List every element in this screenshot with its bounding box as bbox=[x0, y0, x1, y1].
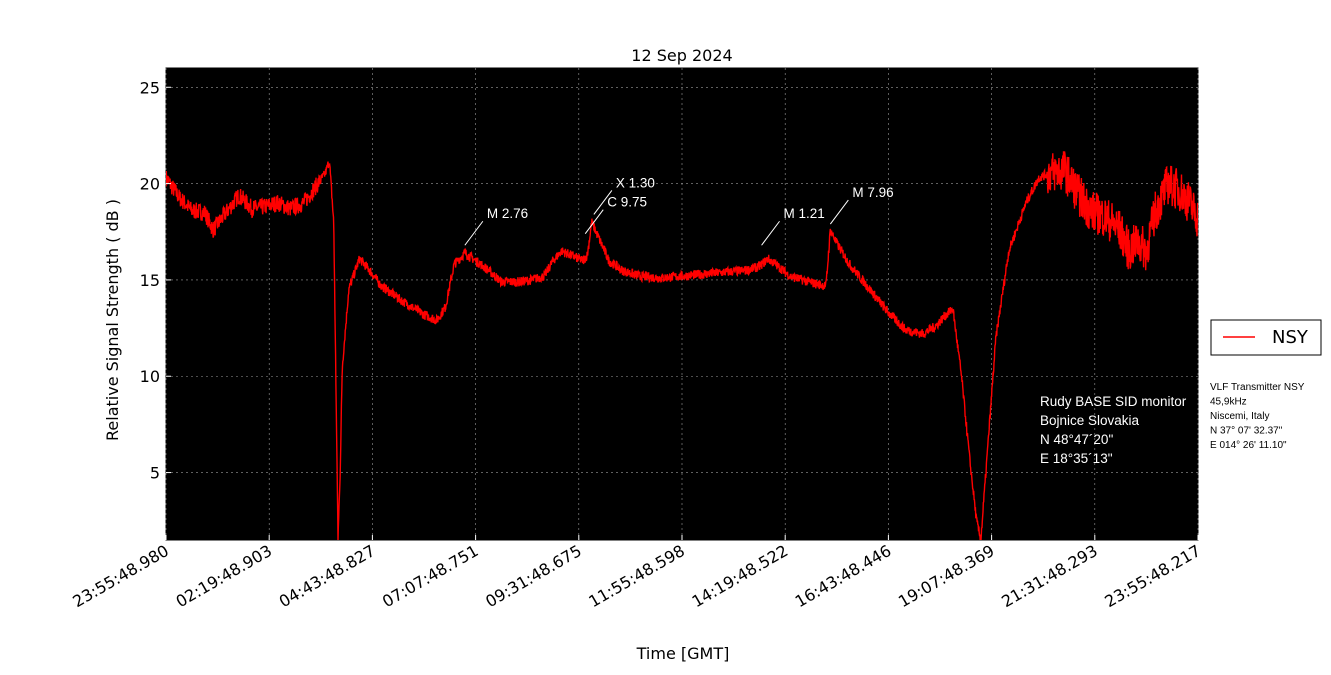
annotation-label: M 1.21 bbox=[784, 206, 825, 221]
transmitter-info-line: Niscemi, Italy bbox=[1210, 411, 1269, 422]
x-tick-label: 19:07:48.369 bbox=[895, 541, 998, 611]
legend-label: NSY bbox=[1272, 327, 1309, 348]
flare-annotations: M 2.76 C 9.75 X 1.30 M 1.21 M 7.96 bbox=[464, 175, 894, 246]
x-tick-label: 23:55:48.980 bbox=[69, 541, 172, 611]
y-axis-label: Relative Signal Strength ( dB ) bbox=[103, 199, 122, 441]
annotation-pointer bbox=[829, 199, 849, 225]
x-tick-label: 14:19:48.522 bbox=[689, 541, 792, 611]
annotation-label: M 7.96 bbox=[852, 185, 893, 200]
y-tick-label: 25 bbox=[140, 78, 160, 97]
station-info-line: Bojnice Slovakia bbox=[1040, 413, 1140, 428]
x-tick-label: 23:55:48.217 bbox=[1101, 541, 1204, 611]
y-tick-label: 5 bbox=[150, 464, 160, 483]
x-tick-label: 16:43:48.446 bbox=[792, 541, 895, 611]
x-tick-label: 02:19:48.903 bbox=[173, 541, 276, 611]
transmitter-info-line: N 37° 07' 32.37" bbox=[1210, 426, 1283, 437]
y-tick-label: 15 bbox=[140, 271, 160, 290]
annotation-label: M 2.76 bbox=[487, 206, 528, 221]
station-info-line: Rudy BASE SID monitor bbox=[1040, 394, 1187, 409]
series-group bbox=[166, 151, 1198, 540]
station-info-line: E 18°35´13" bbox=[1040, 451, 1113, 466]
station-info-line: N 48°47´20" bbox=[1040, 432, 1113, 447]
annotation-pointer bbox=[584, 209, 604, 234]
transmitter-info: VLF Transmitter NSY 45,9kHz Niscemi, Italy… bbox=[1210, 382, 1305, 451]
transmitter-info-line: E 014° 26' 11.10" bbox=[1210, 440, 1287, 451]
annotation-pointer bbox=[593, 190, 613, 215]
x-tick-label: 09:31:48.675 bbox=[482, 541, 585, 611]
annotation-pointer bbox=[761, 220, 780, 246]
x-axis-label: Time [GMT] bbox=[636, 644, 730, 663]
grid-lines bbox=[165, 68, 1199, 540]
y-axis: 5 10 15 20 25 bbox=[140, 78, 171, 483]
series-line-nsy bbox=[166, 151, 1198, 540]
x-tick-label: 11:55:48.598 bbox=[585, 541, 688, 611]
y-tick-label: 20 bbox=[140, 175, 160, 194]
annotation-pointer bbox=[464, 220, 484, 246]
annotation-label: X 1.30 bbox=[616, 175, 655, 190]
x-tick-label: 21:31:48.293 bbox=[998, 541, 1101, 611]
station-info: Rudy BASE SID monitor Bojnice Slovakia N 4… bbox=[1040, 394, 1187, 466]
y-tick-label: 10 bbox=[140, 367, 160, 386]
x-axis: 23:55:48.980 02:19:48.903 04:43:48.827 07:0… bbox=[69, 535, 1204, 611]
x-tick-label: 07:07:48.751 bbox=[379, 541, 482, 611]
legend: NSY bbox=[1210, 319, 1322, 356]
transmitter-info-line: 45,9kHz bbox=[1210, 397, 1247, 408]
x-tick-label: 04:43:48.827 bbox=[276, 541, 379, 611]
annotation-label: C 9.75 bbox=[607, 195, 647, 210]
transmitter-info-line: VLF Transmitter NSY bbox=[1210, 382, 1305, 393]
chart-title: 12 Sep 2024 bbox=[631, 46, 732, 65]
